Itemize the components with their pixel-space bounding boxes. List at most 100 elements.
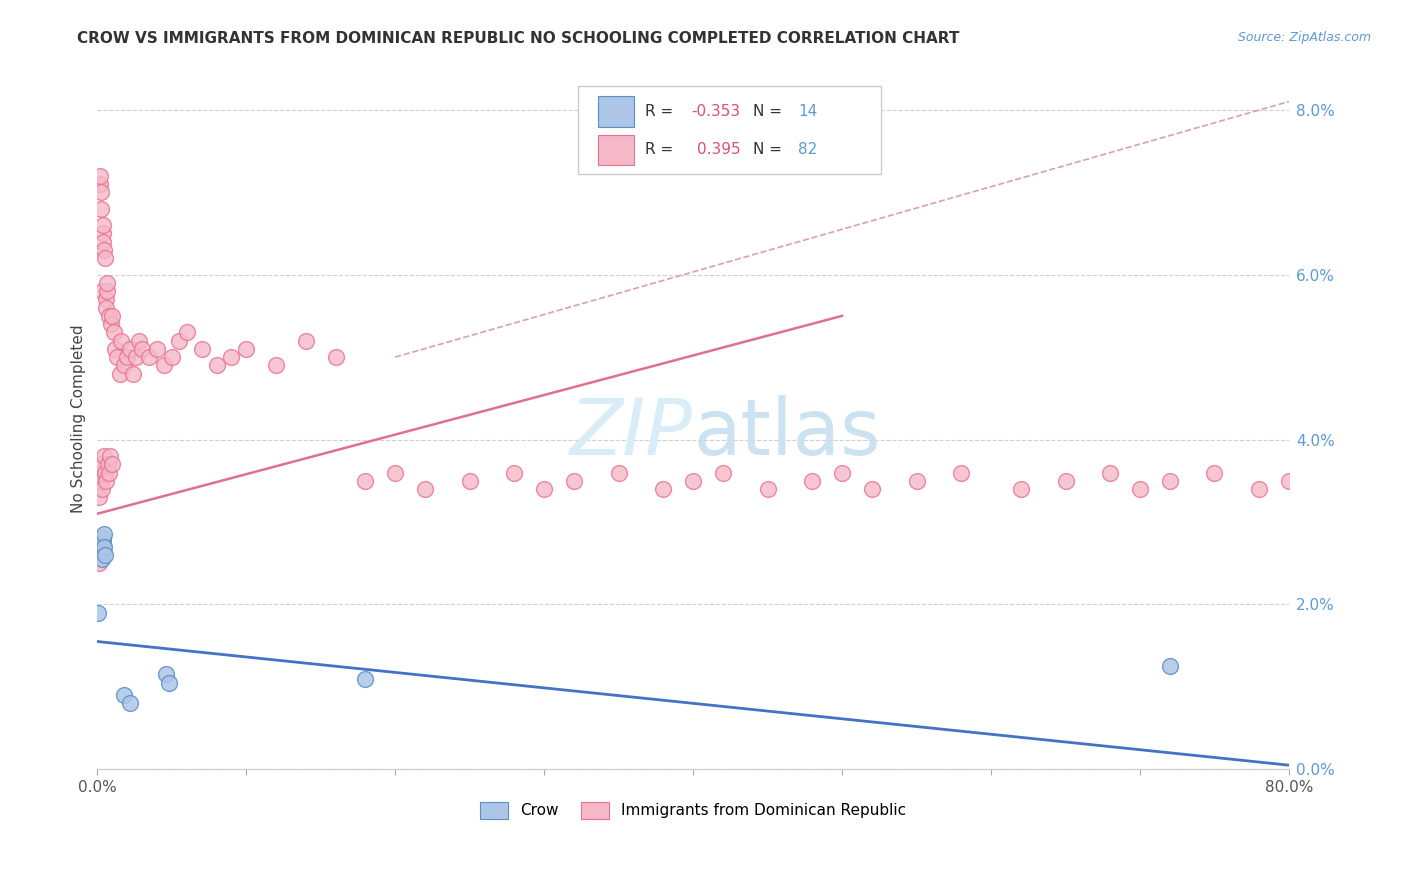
Point (905, 474, 928, 488)
Point (533, 482, 555, 496)
Point (1278, 474, 1301, 488)
Point (90, 482, 112, 496)
Point (831, 466, 853, 480)
Point (94, 293, 117, 307)
Point (503, 466, 526, 480)
Point (90, 552, 112, 566)
Point (128, 334, 150, 348)
Point (1159, 659, 1181, 673)
Point (354, 474, 377, 488)
Point (950, 466, 973, 480)
Text: 82: 82 (799, 143, 817, 158)
Point (87, 466, 110, 480)
Point (93, 466, 115, 480)
FancyBboxPatch shape (598, 135, 634, 165)
Point (325, 350, 347, 364)
Point (97, 309, 120, 323)
Point (155, 667, 177, 681)
Text: 14: 14 (799, 103, 817, 119)
Point (384, 466, 406, 480)
Point (607, 466, 630, 480)
Point (652, 482, 675, 496)
Point (157, 675, 180, 690)
Point (235, 342, 257, 356)
Point (91, 235, 114, 249)
Point (97, 457, 120, 471)
Point (354, 672, 377, 686)
Point (413, 482, 436, 496)
Point (91, 227, 114, 241)
Point (89, 169, 111, 183)
Point (93, 527, 115, 541)
Point (91, 218, 114, 232)
Point (96, 284, 118, 298)
Point (264, 359, 287, 373)
FancyBboxPatch shape (578, 86, 882, 174)
Point (101, 309, 124, 323)
Point (1054, 474, 1077, 488)
Point (146, 342, 169, 356)
Point (89, 490, 111, 504)
Point (98, 466, 121, 480)
Point (89, 457, 111, 471)
Point (105, 350, 128, 364)
Point (91, 535, 114, 549)
Point (1249, 482, 1271, 496)
Text: atlas: atlas (693, 395, 880, 471)
Text: ZIP: ZIP (571, 395, 693, 471)
Point (115, 350, 138, 364)
Point (110, 334, 132, 348)
Point (1204, 466, 1226, 480)
Point (112, 688, 135, 702)
Point (120, 342, 142, 356)
Point (90, 202, 112, 216)
Point (90, 474, 112, 488)
Point (93, 548, 115, 562)
Point (138, 350, 160, 364)
Point (94, 474, 117, 488)
Text: N =: N = (752, 143, 786, 158)
Point (94, 251, 117, 265)
Point (96, 276, 118, 290)
Point (100, 457, 122, 471)
Legend: Crow, Immigrants from Dominican Republic: Crow, Immigrants from Dominican Republic (474, 796, 912, 825)
Point (120, 697, 142, 711)
Point (87, 474, 110, 488)
Point (1129, 482, 1152, 496)
Point (756, 482, 779, 496)
Point (93, 540, 115, 554)
Point (91, 544, 114, 558)
Point (153, 359, 176, 373)
Text: Source: ZipAtlas.com: Source: ZipAtlas.com (1237, 31, 1371, 45)
Text: R =: R = (645, 103, 679, 119)
Point (1308, 598, 1330, 612)
Point (100, 317, 122, 331)
Point (1010, 482, 1032, 496)
Point (711, 466, 734, 480)
Point (98, 449, 121, 463)
Point (801, 474, 824, 488)
Point (160, 350, 183, 364)
Point (91, 284, 114, 298)
Point (860, 482, 883, 496)
Point (87, 606, 110, 620)
Point (458, 474, 481, 488)
Point (90, 185, 112, 199)
Point (91, 532, 114, 546)
Point (108, 367, 131, 381)
Point (176, 326, 198, 340)
Point (205, 359, 228, 373)
Point (190, 342, 212, 356)
Point (89, 177, 111, 191)
Point (1159, 474, 1181, 488)
Point (93, 243, 115, 257)
Point (125, 350, 148, 364)
Point (169, 334, 191, 348)
Text: -0.353: -0.353 (690, 103, 740, 119)
Point (131, 342, 153, 356)
Point (104, 342, 127, 356)
Point (295, 334, 318, 348)
Text: CROW VS IMMIGRANTS FROM DOMINICAN REPUBLIC NO SCHOOLING COMPLETED CORRELATION CH: CROW VS IMMIGRANTS FROM DOMINICAN REPUBL… (77, 31, 960, 46)
FancyBboxPatch shape (598, 96, 634, 127)
Y-axis label: No Schooling Completed: No Schooling Completed (72, 325, 86, 513)
